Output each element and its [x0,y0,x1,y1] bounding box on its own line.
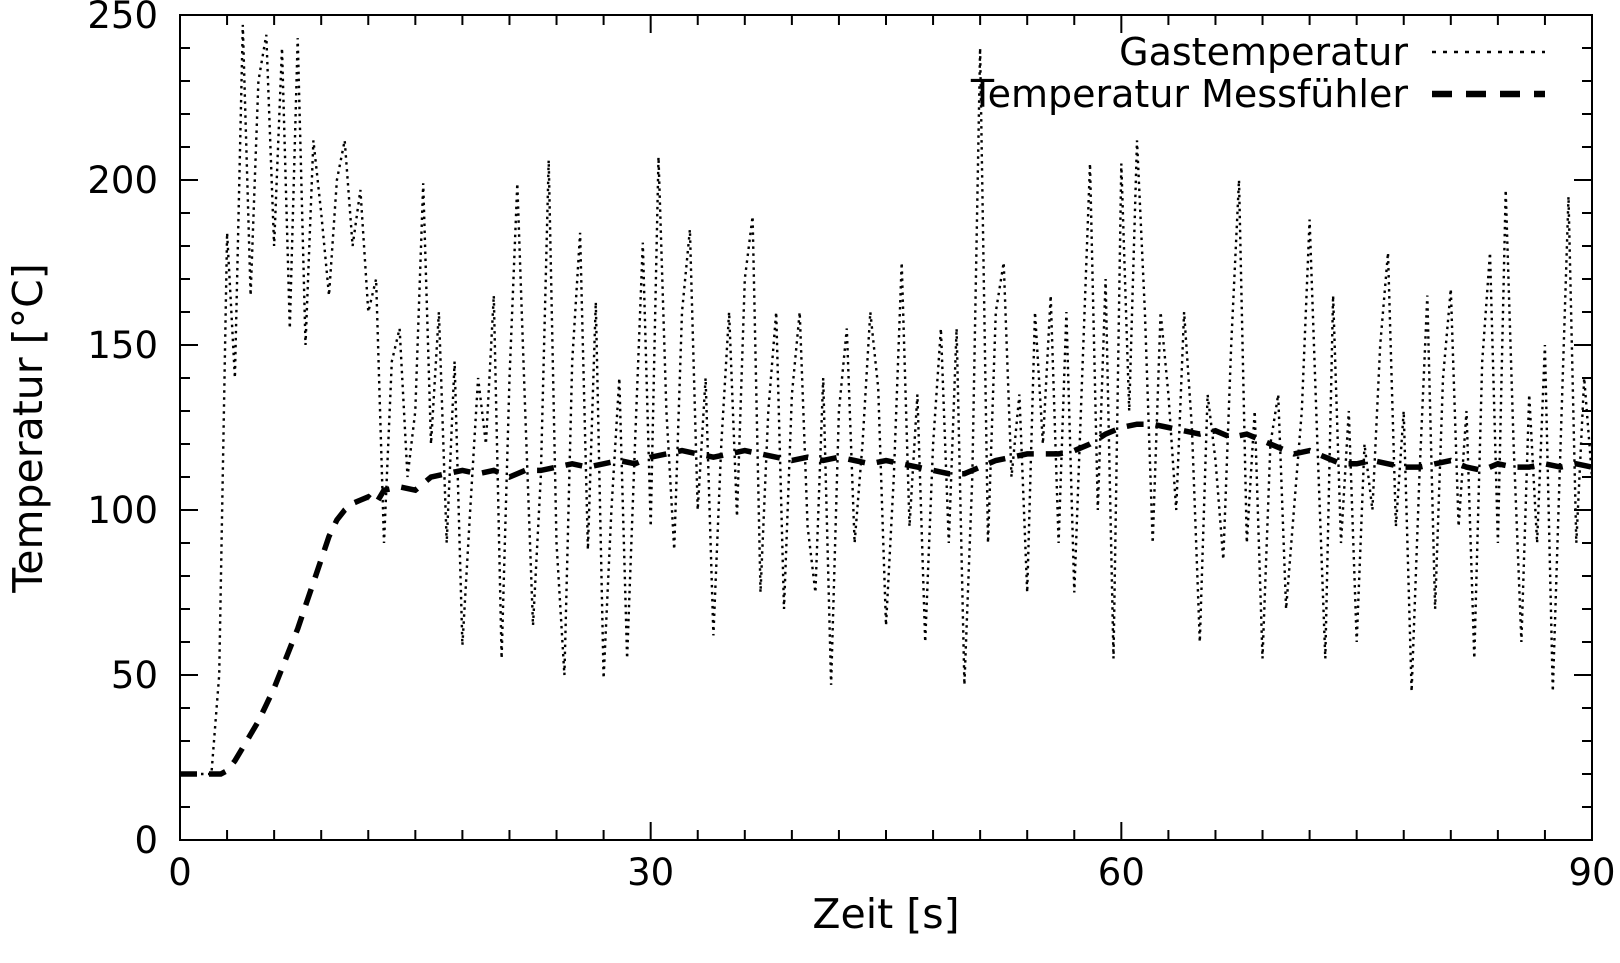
gas-temperature-line [180,24,1594,776]
y-tick-label: 100 [87,489,158,532]
x-tick-label: 0 [168,851,192,894]
legend-entry-gastemperatur: Gastemperatur [1119,30,1545,74]
y-tick-label: 50 [111,654,158,697]
x-tick-label: 30 [627,851,674,894]
legend-label-gastemperatur: Gastemperatur [1119,30,1408,74]
legend: Gastemperatur Temperatur Messfühler [970,30,1545,116]
y-axis-label: Temperatur [°C] [4,263,52,594]
x-tick-label: 60 [1098,851,1145,894]
sensor-temperature-line [180,421,1593,777]
legend-label-messfuehler: Temperatur Messfühler [970,72,1408,116]
legend-entry-messfuehler: Temperatur Messfühler [970,72,1545,116]
plot-area: 0 30 60 90 0 50 100 150 200 250 [87,0,1615,894]
y-tick-label: 200 [87,159,158,202]
x-tick-label: 90 [1568,851,1615,894]
y-tick-label: 0 [134,819,158,862]
y-tick-label: 250 [87,0,158,37]
x-axis-label: Zeit [s] [812,890,959,938]
plot-border [179,14,1593,841]
y-tick-label: 150 [87,324,158,367]
